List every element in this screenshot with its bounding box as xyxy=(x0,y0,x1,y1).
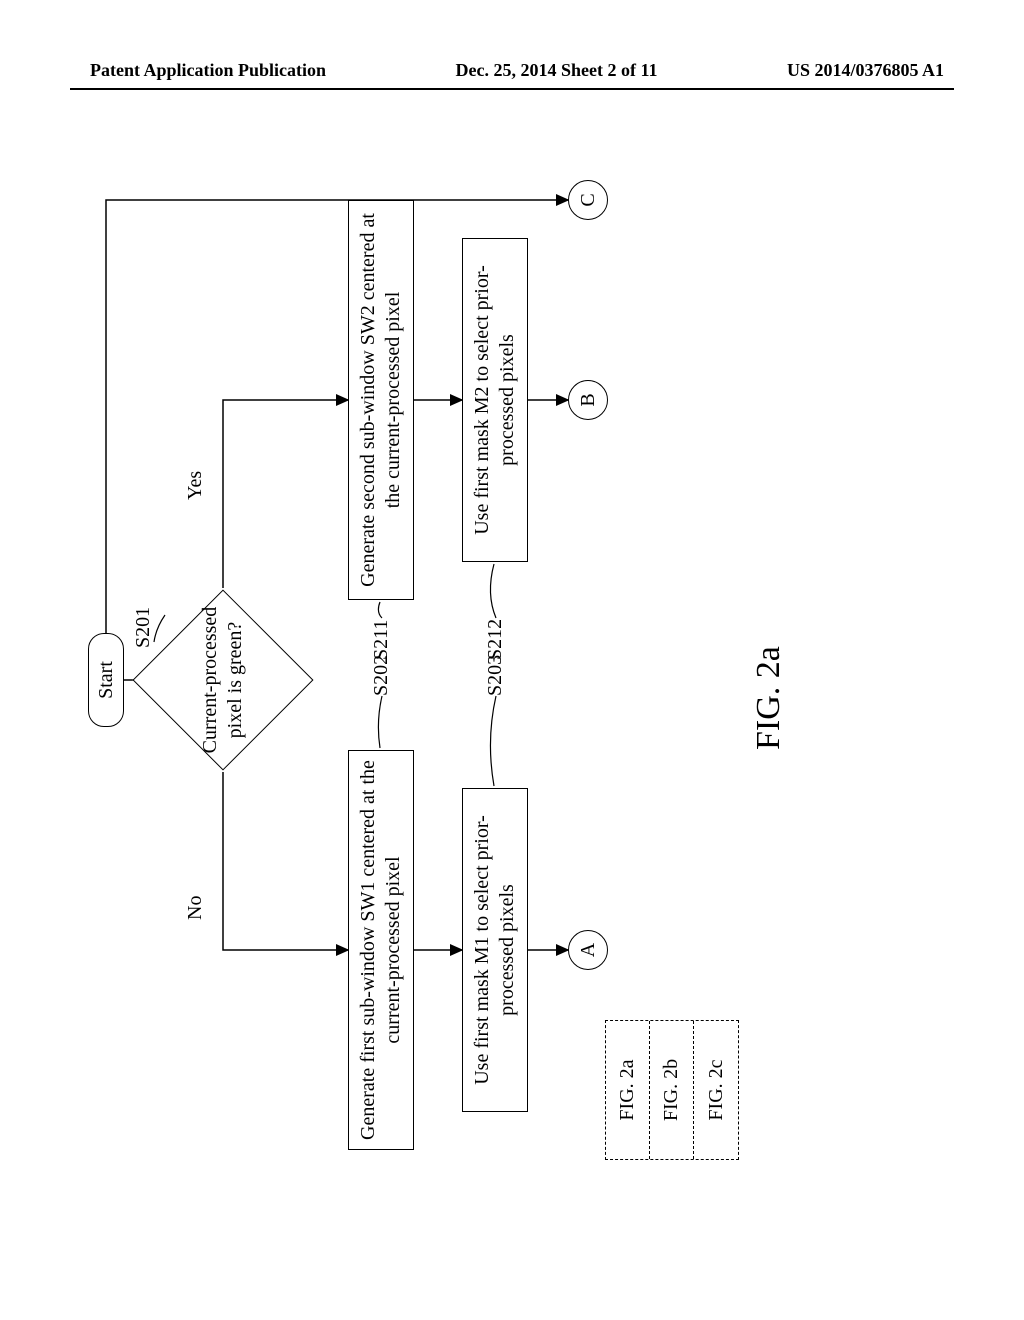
flow-step-s212-text: Use first mask M2 to select prior-proces… xyxy=(470,239,520,561)
figure-key-item: FIG. 2c xyxy=(694,1021,738,1159)
flow-step-s203: Use first mask M1 to select prior-proces… xyxy=(462,788,528,1112)
figure-key-item: FIG. 2b xyxy=(650,1021,694,1159)
flow-decision: Current-processed pixel is green? xyxy=(158,580,288,780)
header-center: Dec. 25, 2014 Sheet 2 of 11 xyxy=(456,60,658,81)
flow-start-label: Start xyxy=(94,661,119,699)
flow-step-s212: Use first mask M2 to select prior-proces… xyxy=(462,238,528,562)
connector-b: B xyxy=(568,380,608,420)
flow-step-s203-text: Use first mask M1 to select prior-proces… xyxy=(470,789,520,1111)
header-right: US 2014/0376805 A1 xyxy=(787,60,944,81)
step-label-s203: S203 xyxy=(484,655,507,696)
figure-caption: FIG. 2a xyxy=(750,646,788,750)
flow-decision-text: Current-processed pixel is green? xyxy=(198,585,248,775)
header-left: Patent Application Publication xyxy=(90,60,326,81)
figure-key-panel: FIG. 2a FIG. 2b FIG. 2c xyxy=(605,1020,739,1160)
figure-key-item: FIG. 2a xyxy=(606,1021,650,1159)
branch-no: No xyxy=(184,896,207,920)
page-header: Patent Application Publication Dec. 25, … xyxy=(0,60,1024,81)
step-label-s202: S202 xyxy=(370,655,393,696)
step-label-s212: S212 xyxy=(484,619,507,660)
connector-a: A xyxy=(568,930,608,970)
branch-yes: Yes xyxy=(184,471,207,500)
rotated-canvas: Start Current-processed pixel is green? … xyxy=(70,140,954,1220)
diagram-area: Start Current-processed pixel is green? … xyxy=(70,140,954,1220)
flow-step-s202: Generate first sub-window SW1 centered a… xyxy=(348,750,414,1150)
header-rule xyxy=(70,88,954,90)
step-label-s211: S211 xyxy=(370,620,393,660)
connector-c: C xyxy=(568,180,608,220)
step-label-s201: S201 xyxy=(132,607,155,648)
flow-step-s211: Generate second sub-window SW2 centered … xyxy=(348,200,414,600)
flow-step-s211-text: Generate second sub-window SW2 centered … xyxy=(356,201,406,599)
flow-start: Start xyxy=(88,633,124,727)
flow-step-s202-text: Generate first sub-window SW1 centered a… xyxy=(356,751,406,1149)
